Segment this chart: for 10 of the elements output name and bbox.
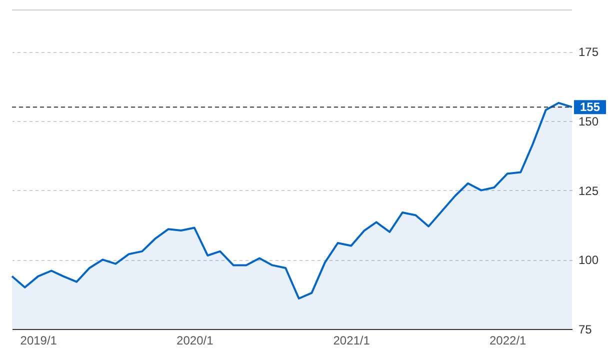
y-tick-label: 150 — [578, 114, 599, 128]
y-tick-label: 75 — [578, 322, 592, 336]
y-tick-label: 125 — [578, 184, 599, 198]
x-tick-label: 2019/1 — [20, 334, 58, 348]
x-tick-label: 2020/1 — [176, 334, 214, 348]
y-tick-label: 175 — [578, 45, 599, 60]
x-tick-label: 2021/1 — [333, 334, 370, 348]
x-tick-label: 2022/1 — [490, 334, 527, 348]
y-tick-label: 100 — [578, 253, 599, 268]
ref-line-label: 155 — [580, 100, 600, 114]
